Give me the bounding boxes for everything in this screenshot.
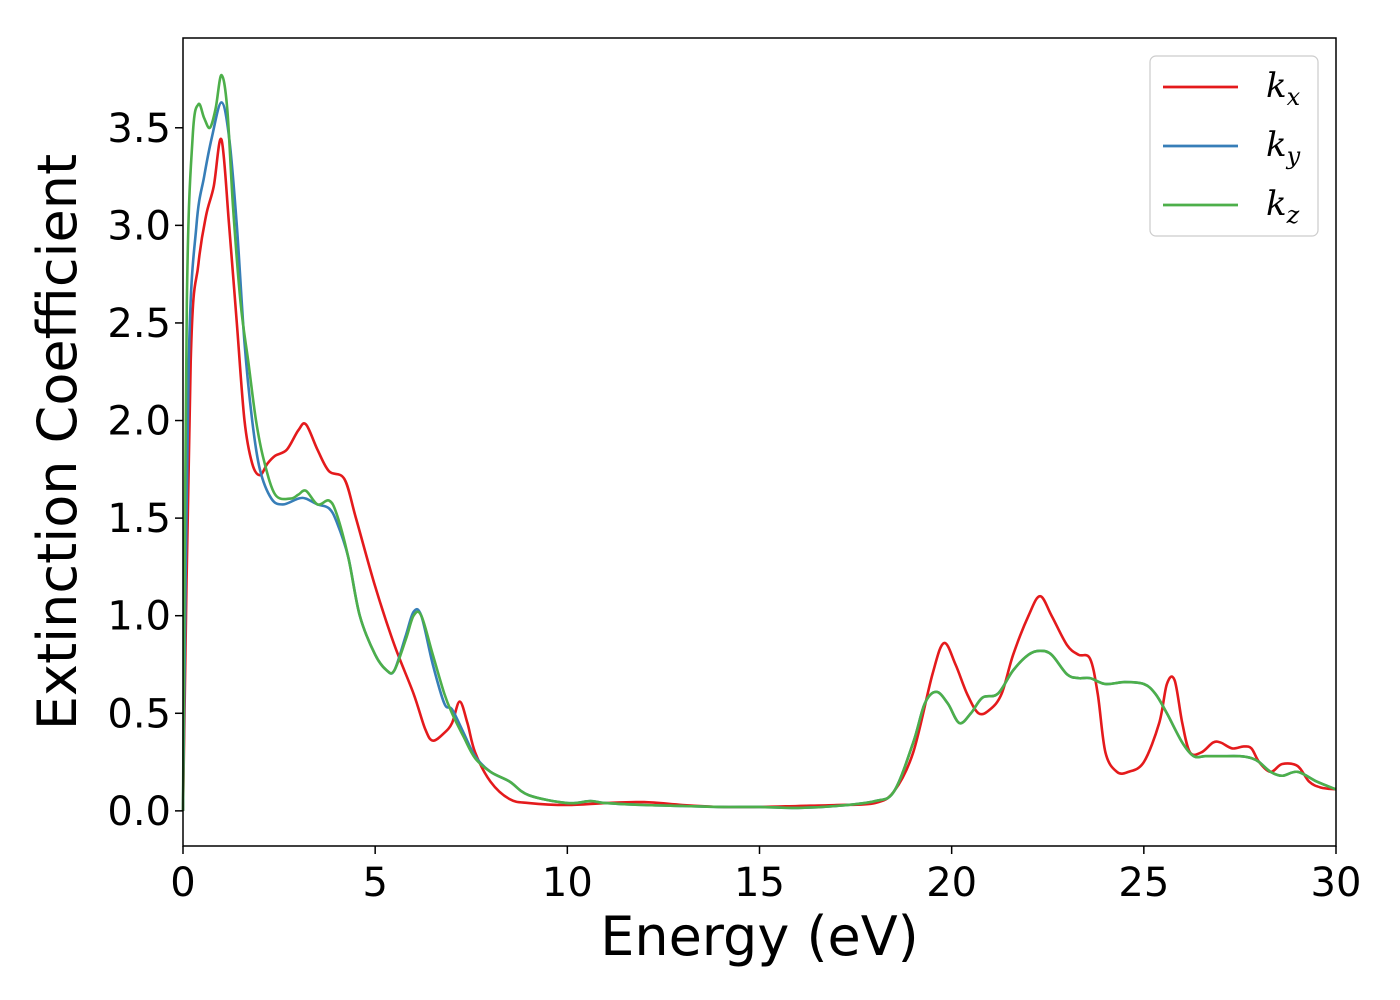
legend-label-main: k xyxy=(1266,184,1287,224)
x-tick-label: 25 xyxy=(1118,860,1169,906)
x-axis-title: Energy (eV) xyxy=(600,905,919,968)
ticks-layer: 0 5 10 15 20 25 30 0.0 0.5 1.0 1.5 2.0 2.5 3.0 3.5 xyxy=(107,106,1361,906)
y-tick-label: 2.0 xyxy=(107,399,171,445)
x-tick-label: 10 xyxy=(542,860,593,906)
legend-label-subscript: x xyxy=(1287,83,1301,111)
x-tick-label: 20 xyxy=(926,860,977,906)
legend-label-main: k xyxy=(1266,66,1287,106)
y-tick-label: 1.0 xyxy=(107,594,171,640)
y-tick-label: 3.0 xyxy=(107,203,171,249)
y-tick-label: 0.5 xyxy=(107,691,171,737)
y-tick-label: 3.5 xyxy=(107,106,171,152)
series-line-kz xyxy=(181,73,1337,811)
series-line-kx xyxy=(181,137,1337,811)
y-axis-title: Extinction Coefficient xyxy=(26,154,89,730)
y-tick-label: 2.5 xyxy=(107,301,171,347)
legend-label-main: k xyxy=(1266,125,1287,165)
x-tick-label: 15 xyxy=(734,860,785,906)
legend-label-kx: kx xyxy=(1266,66,1301,111)
series-lines-layer xyxy=(181,73,1337,811)
y-tick-label: 1.5 xyxy=(107,496,171,542)
x-tick-label: 5 xyxy=(362,860,387,906)
legend-label-kz: kz xyxy=(1266,184,1300,229)
legend-label-ky: ky xyxy=(1266,125,1301,170)
x-tick-label: 30 xyxy=(1311,860,1362,906)
x-tick-label: 0 xyxy=(170,860,195,906)
legend-label-subscript: z xyxy=(1286,201,1300,229)
legend-label-subscript: y xyxy=(1286,142,1301,170)
y-tick-label: 0.0 xyxy=(107,789,171,835)
